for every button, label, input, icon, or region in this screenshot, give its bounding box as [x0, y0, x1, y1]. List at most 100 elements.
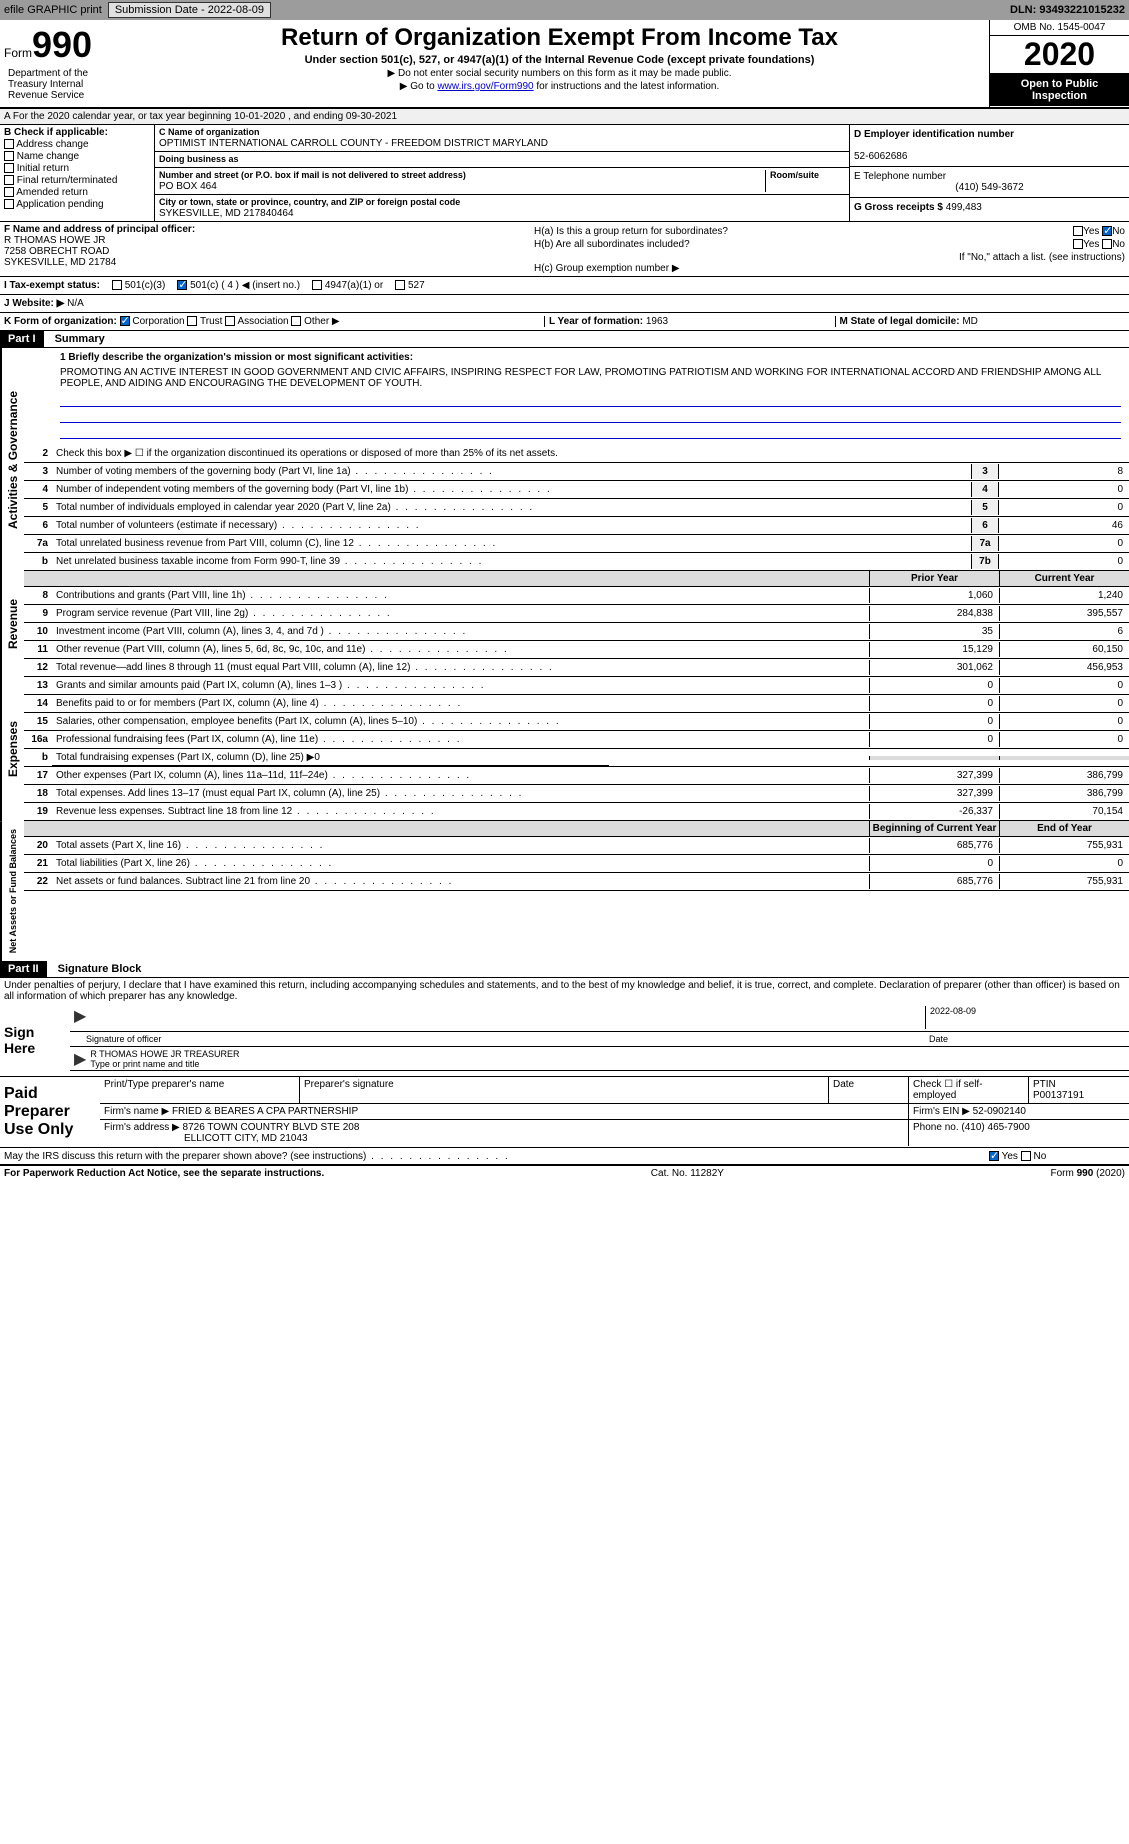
officer-name: R THOMAS HOWE JR	[4, 235, 105, 246]
expenses-section: Expenses 13Grants and similar amounts pa…	[0, 677, 1129, 821]
side-expenses: Expenses	[0, 677, 24, 821]
net-assets-section: Net Assets or Fund Balances Beginning of…	[0, 821, 1129, 961]
side-net: Net Assets or Fund Balances	[0, 821, 24, 961]
declaration-text: Under penalties of perjury, I declare th…	[0, 978, 1129, 1004]
firm-ein: 52-0902140	[973, 1106, 1026, 1117]
row-j-website: J Website: ▶ N/A	[0, 295, 1129, 313]
cb-initial[interactable]: Initial return	[4, 163, 150, 174]
form-note1: ▶ Do not enter social security numbers o…	[134, 68, 985, 79]
footer-mid: Cat. No. 11282Y	[651, 1168, 724, 1179]
col-h-group: H(a) Is this a group return for subordin…	[530, 222, 1129, 276]
cb-application[interactable]: Application pending	[4, 199, 150, 210]
cb-address[interactable]: Address change	[4, 139, 150, 150]
dba-label: Doing business as	[159, 154, 239, 164]
hc-label: H(c) Group exemption number ▶	[534, 263, 1125, 274]
gov-line: 5Total number of individuals employed in…	[24, 499, 1129, 517]
efile-label: efile GRAPHIC print	[4, 4, 102, 16]
prep-date-label: Date	[833, 1079, 854, 1090]
firm-name: FRIED & BEARES A CPA PARTNERSHIP	[172, 1106, 358, 1117]
irs-link[interactable]: www.irs.gov/Form990	[437, 81, 533, 92]
data-line: 15Salaries, other compensation, employee…	[24, 713, 1129, 731]
submission-date: Submission Date - 2022-08-09	[108, 2, 271, 18]
m-value: MD	[962, 316, 978, 327]
data-line: 17Other expenses (Part IX, column (A), l…	[24, 767, 1129, 785]
row-k-form-org: K Form of organization: Corporation Trus…	[0, 313, 1129, 331]
footer-right: Form 990 (2020)	[1051, 1168, 1125, 1179]
j-label: J Website: ▶	[4, 298, 64, 309]
sign-here-row: Sign Here ▶2022-08-09 Signature of offic…	[0, 1004, 1129, 1076]
header-title-block: Return of Organization Exempt From Incom…	[130, 20, 989, 107]
row-i-tax-status: I Tax-exempt status: 501(c)(3) 501(c) ( …	[0, 277, 1129, 295]
col-d-ein-phone: D Employer identification number52-60626…	[849, 125, 1129, 221]
m-label: M State of legal domicile:	[840, 316, 960, 327]
org-address: PO BOX 464	[159, 181, 217, 192]
header-right-block: OMB No. 1545-0047 2020 Open to Public In…	[989, 20, 1129, 107]
data-line: 12Total revenue—add lines 8 through 11 (…	[24, 659, 1129, 677]
data-line: 22Net assets or fund balances. Subtract …	[24, 873, 1129, 891]
part2-header: Part II Signature Block	[0, 961, 1129, 978]
date-label: Date	[929, 1034, 948, 1044]
top-bar: efile GRAPHIC print Submission Date - 20…	[0, 0, 1129, 20]
mission-text: PROMOTING AN ACTIVE INTEREST IN GOOD GOV…	[60, 367, 1121, 389]
i-label: I Tax-exempt status:	[4, 280, 100, 291]
mission-block: 1 Briefly describe the organization's mi…	[24, 348, 1129, 445]
cb-amended[interactable]: Amended return	[4, 187, 150, 198]
firm-label: Firm's name ▶	[104, 1106, 169, 1117]
open-inspection: Open to Public Inspection	[990, 74, 1129, 106]
l-value: 1963	[646, 316, 668, 327]
prep-sig-label: Preparer's signature	[304, 1079, 394, 1090]
form-header: Form990 Department of the Treasury Inter…	[0, 20, 1129, 108]
l-label: L Year of formation:	[549, 316, 643, 327]
col-c-org-info: C Name of organizationOPTIMIST INTERNATI…	[155, 125, 849, 221]
c-name-label: C Name of organization	[159, 127, 260, 137]
part2-title: Signature Block	[58, 963, 142, 975]
gov-line: bNet unrelated business taxable income f…	[24, 553, 1129, 571]
officer-addr2: SYKESVILLE, MD 21784	[4, 257, 116, 268]
hdr-end: End of Year	[999, 821, 1129, 836]
sig-officer-label: Signature of officer	[86, 1034, 161, 1044]
omb-number: OMB No. 1545-0047	[990, 20, 1129, 36]
hb-note: If "No," attach a list. (see instruction…	[534, 252, 1125, 263]
city-label: City or town, state or province, country…	[159, 197, 460, 207]
org-city: SYKESVILLE, MD 217840464	[159, 208, 294, 219]
data-line: 13Grants and similar amounts paid (Part …	[24, 677, 1129, 695]
firm-addr1: 8726 TOWN COUNTRY BLVD STE 208	[183, 1122, 360, 1133]
gov-line: 6Total number of volunteers (estimate if…	[24, 517, 1129, 535]
paid-preparer-label: Paid Preparer Use Only	[0, 1077, 100, 1147]
officer-addr1: 7258 OBRECHT ROAD	[4, 246, 109, 257]
governance-section: Activities & Governance 1 Briefly descri…	[0, 348, 1129, 571]
col-b-checkboxes: B Check if applicable: Address change Na…	[0, 125, 155, 221]
side-revenue: Revenue	[0, 571, 24, 677]
data-line: 9Program service revenue (Part VIII, lin…	[24, 605, 1129, 623]
signer-name: R THOMAS HOWE JR TREASURER	[90, 1049, 239, 1059]
part1-header: Part I Summary	[0, 331, 1129, 348]
data-line: 21Total liabilities (Part X, line 26)00	[24, 855, 1129, 873]
gov-line: 2Check this box ▶ ☐ if the organization …	[24, 445, 1129, 463]
cb-name[interactable]: Name change	[4, 151, 150, 162]
gross-label: G Gross receipts $	[854, 202, 943, 213]
department: Department of the Treasury Internal Reve…	[4, 66, 126, 103]
form-subtitle: Under section 501(c), 527, or 4947(a)(1)…	[134, 54, 985, 66]
form-note2: ▶ Go to www.irs.gov/Form990 for instruct…	[134, 81, 985, 92]
part1-title: Summary	[55, 333, 105, 345]
org-name: OPTIMIST INTERNATIONAL CARROLL COUNTY - …	[159, 138, 548, 149]
name-label: Type or print name and title	[90, 1059, 199, 1069]
page-footer: For Paperwork Reduction Act Notice, see …	[0, 1165, 1129, 1181]
data-line: 18Total expenses. Add lines 13–17 (must …	[24, 785, 1129, 803]
cb-final[interactable]: Final return/terminated	[4, 175, 150, 186]
phone-label: E Telephone number	[854, 171, 946, 182]
data-line: 19Revenue less expenses. Subtract line 1…	[24, 803, 1129, 821]
phone-value: (410) 549-3672	[955, 182, 1023, 193]
prep-check-label: Check ☐ if self-employed	[913, 1079, 983, 1101]
ptin-value: P00137191	[1033, 1090, 1084, 1101]
form-word: Form	[4, 46, 32, 60]
ein-label: D Employer identification number	[854, 129, 1014, 140]
ha-label: H(a) Is this a group return for subordin…	[534, 226, 728, 237]
sign-date: 2022-08-09	[930, 1006, 976, 1016]
firm-phone-label: Phone no.	[913, 1122, 959, 1133]
section-bcd: B Check if applicable: Address change Na…	[0, 125, 1129, 222]
part2-label: Part II	[0, 961, 47, 977]
part1-label: Part I	[0, 331, 44, 347]
website-value: N/A	[67, 298, 84, 309]
form-number: 990	[32, 24, 92, 65]
